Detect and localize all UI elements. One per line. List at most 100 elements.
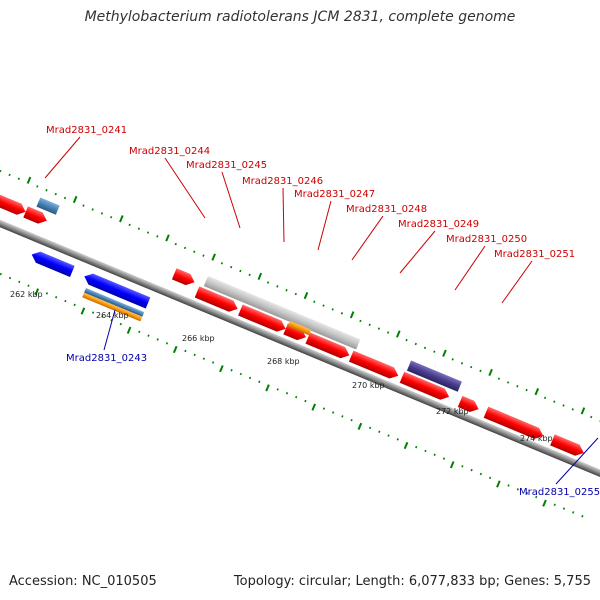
minor-tick — [377, 327, 381, 330]
major-tick — [442, 349, 447, 357]
orange-feature[interactable] — [82, 292, 143, 322]
minor-tick — [470, 365, 473, 369]
minor-tick — [183, 246, 187, 250]
gene-label-mrad2831-0245[interactable]: Mrad2831_0245 — [186, 160, 267, 171]
rna-feature-mrad2831-0243[interactable] — [84, 287, 145, 317]
minor-tick — [507, 381, 510, 384]
tick-label-274-kbp: 274 kbp — [520, 434, 553, 443]
major-tick — [303, 291, 309, 300]
gene-arrow-mrad2831-0249[interactable] — [399, 371, 452, 403]
minor-tick — [572, 511, 575, 514]
tick-label-262-kbp: 262 kbp — [10, 290, 43, 299]
minor-tick — [101, 315, 104, 318]
gene-label-mrad2831-0244[interactable]: Mrad2831_0244 — [129, 146, 210, 157]
minor-tick — [18, 280, 21, 284]
minor-tick — [119, 322, 122, 326]
rna-feature-mrad2831-0241[interactable] — [36, 197, 60, 215]
major-tick — [496, 480, 501, 488]
minor-tick — [82, 204, 85, 207]
minor-tick — [497, 377, 501, 380]
minor-tick — [507, 484, 510, 487]
minor-tick — [193, 353, 196, 357]
gene-arrow-forward[interactable] — [283, 323, 308, 343]
minor-tick — [386, 331, 390, 334]
gene-arrow-mrad2831-0243[interactable] — [82, 271, 151, 309]
major-tick — [449, 461, 455, 469]
major-tick — [26, 176, 32, 184]
minor-tick — [479, 472, 482, 476]
major-tick — [126, 326, 132, 334]
gene-arrow-mrad2831-0244[interactable] — [171, 268, 197, 288]
purple-feature-mrad2831-0250[interactable] — [406, 360, 462, 392]
minor-tick — [174, 242, 177, 246]
genome-summary-text: Topology: circular; Length: 6,077,833 bp… — [233, 574, 591, 589]
gene-arrow-forward[interactable] — [550, 434, 586, 458]
gene-arrow-forward[interactable] — [457, 395, 481, 415]
minor-tick — [415, 445, 418, 449]
gene-label-mrad2831-0241[interactable]: Mrad2831_0241 — [46, 125, 127, 136]
gene-arrow-mrad2831-0242[interactable] — [23, 206, 49, 226]
major-tick — [219, 365, 224, 373]
minor-tick — [442, 457, 446, 460]
major-tick — [257, 272, 263, 280]
minor-tick — [285, 288, 288, 292]
major-tick — [403, 441, 409, 450]
orange-feature[interactable] — [287, 320, 312, 336]
minor-tick — [193, 250, 196, 254]
minor-tick — [146, 231, 150, 234]
minor-tick — [396, 438, 399, 441]
major-tick — [211, 253, 216, 261]
tick-label-266-kbp: 266 kbp — [182, 334, 215, 343]
gene-label-mrad2831-0249[interactable]: Mrad2831_0249 — [398, 219, 479, 230]
minor-tick — [128, 223, 131, 227]
minor-tick — [350, 418, 353, 422]
gene-arrow-mrad2831-0251[interactable] — [483, 406, 546, 442]
major-tick — [542, 499, 547, 507]
gene-label-mrad2831-0251[interactable]: Mrad2831_0251 — [494, 249, 575, 260]
minor-tick — [479, 369, 482, 373]
minor-tick — [8, 173, 11, 177]
gene-label-mrad2831-0250[interactable]: Mrad2831_0250 — [446, 234, 527, 245]
lower-tick-ring — [0, 272, 584, 518]
major-tick — [580, 407, 586, 415]
genome-title: Methylobacterium radiotolerans JCM 2831,… — [84, 9, 516, 25]
minor-tick — [165, 342, 169, 345]
minor-tick — [340, 312, 344, 315]
gene-label-mrad2831-0255[interactable]: Mrad2831_0255 — [519, 487, 600, 498]
gene-arrow-forward[interactable] — [0, 191, 28, 217]
gene-arrow-mrad2831-0247[interactable] — [305, 332, 352, 361]
gene-label-mrad2831-0243[interactable]: Mrad2831_0243 — [66, 353, 147, 364]
gene-label-mrad2831-0246[interactable]: Mrad2831_0246 — [242, 176, 323, 187]
minor-tick — [212, 361, 215, 364]
minor-tick — [45, 189, 48, 192]
major-tick — [265, 384, 270, 392]
tick-label-272-kbp: 272 kbp — [436, 407, 469, 416]
minor-tick — [100, 212, 104, 215]
gene-arrow-reverse[interactable] — [29, 249, 75, 277]
pseudogene-bar[interactable] — [203, 275, 361, 350]
minor-tick — [414, 342, 417, 346]
major-tick — [357, 422, 363, 430]
minor-tick — [571, 408, 574, 411]
gene-label-mrad2831-0248[interactable]: Mrad2831_0248 — [346, 204, 427, 215]
minor-tick — [45, 292, 49, 295]
gene-arrow-mrad2831-0246[interactable] — [238, 304, 288, 334]
minor-tick — [368, 426, 372, 430]
gene-arrow-mrad2831-0245[interactable] — [194, 286, 240, 314]
gene-arrow-mrad2831-0248[interactable] — [348, 350, 401, 382]
minor-tick — [460, 361, 464, 365]
minor-tick — [285, 392, 289, 395]
minor-tick — [138, 330, 141, 334]
minor-tick — [294, 292, 297, 296]
minor-tick — [525, 388, 528, 392]
minor-tick — [156, 338, 159, 341]
gene-label-mrad2831-0247[interactable]: Mrad2831_0247 — [294, 189, 375, 200]
major-tick — [534, 388, 540, 396]
reverse-strand-track — [29, 249, 151, 322]
gene-label-group: Mrad2831_0241 Mrad2831_0244 Mrad2831_024… — [46, 125, 600, 498]
minor-tick — [220, 262, 224, 265]
minor-tick — [230, 368, 233, 372]
minor-tick — [553, 503, 556, 506]
